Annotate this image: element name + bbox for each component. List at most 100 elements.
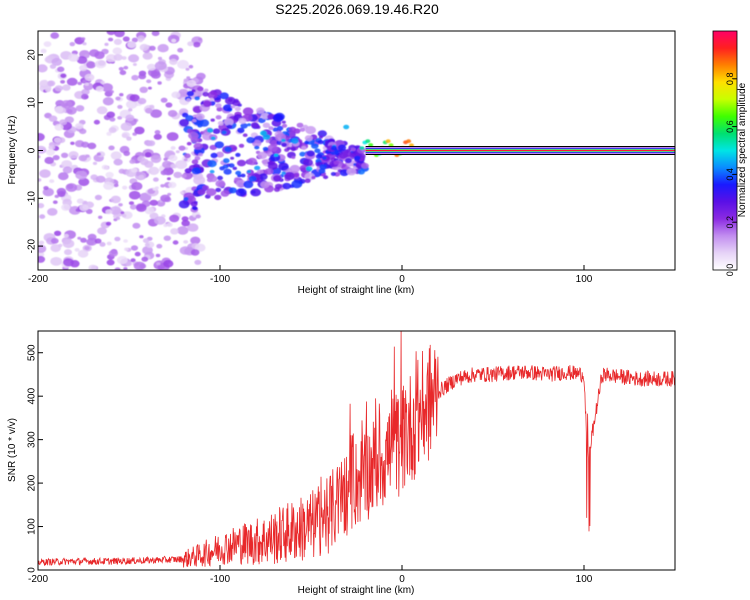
spectral-blob [215,179,226,188]
spectral-blob [125,114,135,122]
spectral-blob [248,175,257,182]
spectral-blob [61,152,69,158]
spectral-blob [361,162,369,169]
spectral-blob [149,199,158,206]
spectral-blob [350,147,356,152]
spectral-blob [233,98,239,103]
spectral-blob [237,159,246,167]
spectral-blob [216,106,223,112]
spectral-blob [175,150,180,154]
spectral-blob [190,201,198,207]
spectral-blob [207,91,218,99]
spectral-blob [43,41,52,47]
spectral-blob [79,204,89,212]
spectral-blob [301,145,307,150]
spectral-blob [238,143,245,148]
spectral-blob [82,79,87,84]
spectral-blob [162,160,173,169]
spectral-blob [210,136,216,141]
spectral-blob [131,37,138,43]
spectral-blob [365,139,371,144]
y-tick-label: -10 [27,191,38,206]
spectral-blob [170,163,177,169]
spectral-blob [154,216,166,225]
spectral-blob [319,164,327,170]
spectral-blob [106,259,115,266]
spectral-blob [202,185,209,191]
spectral-blob [126,136,132,141]
spectral-blob [85,208,93,214]
spectral-blob [178,145,186,151]
spectral-blob [183,240,189,244]
spectral-blob [264,168,274,175]
spectral-blob [96,106,108,115]
spectral-blob [323,175,329,180]
spectral-blob [235,152,241,157]
spectral-blob [185,67,190,71]
spectral-blob [406,139,412,144]
spectral-blob [61,203,71,211]
spectral-blob [57,66,65,73]
spectral-blob [81,88,90,95]
spectral-blob [258,173,268,181]
spectral-blob [123,65,129,70]
spectral-blob [98,215,103,219]
spectral-blob [197,86,204,92]
spectral-blob [64,116,75,124]
spectral-blob [286,146,292,150]
spectral-blob [105,221,112,226]
spectral-blob [38,244,47,253]
spectral-blob [60,80,66,84]
spectral-blob [272,127,279,132]
spectral-blob [105,209,113,215]
spectral-blob [250,122,259,128]
snr-y-label: SNR (10 * v/v) [7,418,18,482]
spectral-blob [117,116,123,120]
spectral-blob [222,164,229,169]
spectral-blob [190,249,200,256]
spectral-blob [95,175,106,183]
spectrogram-blobs [38,31,414,270]
spectral-blob [129,94,140,102]
spectral-blob [95,86,104,92]
spectrogram-x-label: Height of straight line (km) [298,285,415,296]
spectral-blob [224,146,232,153]
spectral-blob [183,197,189,201]
spectral-blob [105,171,114,179]
spectral-blob [77,236,82,240]
spectral-blob [191,206,197,210]
spectral-blob [143,52,152,59]
spectral-blob [154,61,167,71]
spectral-blob [191,159,199,165]
spectral-blob [290,147,296,152]
y-tick-label: 0 [27,147,38,153]
spectral-blob [168,181,177,189]
spectral-blob [40,48,47,54]
spectral-blob [128,54,140,63]
spectral-blob [221,130,227,135]
spectral-blob [84,246,90,251]
spectral-blob [126,100,138,109]
spectral-blob [179,191,184,195]
y-tick-label: 500 [27,344,38,361]
spectral-blob [56,187,67,196]
spectral-blob [147,140,156,147]
spectral-blob [38,64,48,73]
spectral-blob [62,84,71,91]
spectral-blob [223,168,232,175]
spectral-blob [170,146,176,150]
spectral-blob [317,130,327,138]
spectral-blob [281,120,286,124]
spectrogram-x-ticks: -200 -100 0 100 [28,265,593,285]
spectral-blob [215,151,224,158]
spectral-blob [194,96,200,101]
spectral-blob [48,115,58,122]
spectral-blob [246,136,255,144]
spectral-blob [215,103,222,108]
spectral-blob [186,141,192,146]
spectral-blob [177,226,189,235]
spectral-blob [96,152,101,156]
spectral-blob [170,228,179,235]
spectral-blob [190,136,199,143]
spectral-blob [122,185,128,190]
